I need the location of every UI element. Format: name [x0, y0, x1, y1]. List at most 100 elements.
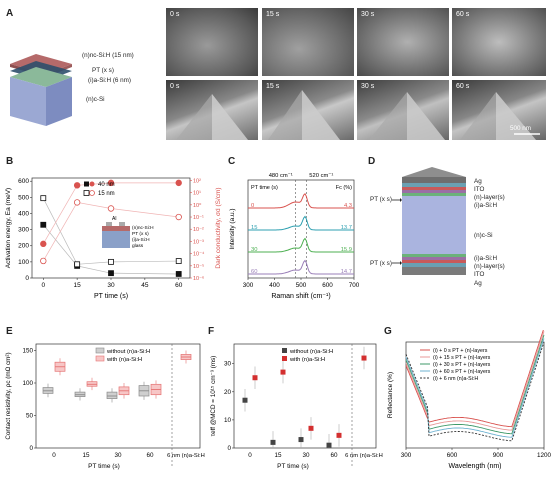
x-tick-label: 15 — [274, 452, 282, 459]
sem-bottom-0s: 0 s — [166, 80, 258, 140]
box — [106, 391, 118, 399]
legend-marker — [282, 356, 287, 361]
y2-tick-label: 10² — [193, 178, 201, 184]
reflectance-line — [405, 341, 545, 442]
data-point — [74, 261, 81, 268]
y-axis-label: Contact resistivity, ρc (mΩ cm²) — [5, 352, 12, 439]
chart-g: 300 600 900 1200 Wavelength (nm) Reflectance … — [387, 330, 551, 470]
col-header: Fc (%) — [336, 185, 352, 191]
data-point — [252, 375, 258, 381]
scale-bar-label: 500 nm — [510, 125, 532, 132]
data-point — [107, 179, 115, 187]
layer-stack-a — [10, 54, 72, 126]
y-tick-label: 10 — [224, 417, 232, 424]
chart-b: 0 15 30 45 60010020030040050060010⁻⁶10⁻⁵10⁻⁴… — [5, 177, 222, 300]
y2-tick-label: 10⁻³ — [193, 239, 204, 245]
y2-tick-label: 10⁰ — [193, 202, 202, 209]
sem-top-30s: 30 s — [357, 8, 449, 76]
legend-marker — [95, 347, 105, 354]
y2-tick-label: 10⁻² — [193, 227, 204, 233]
layer-label-c-si: (n)c-Si — [86, 96, 105, 103]
y-axis-label: Reflectance (%) — [387, 372, 394, 418]
device-stack-d — [402, 167, 466, 275]
fc-value: 14.7 — [341, 269, 352, 275]
sem-time-label: 60 s — [456, 11, 470, 18]
data-point — [242, 397, 248, 403]
y-tick-label: 30 — [224, 361, 232, 368]
y-axis-label: Activation energy, Ea (meV) — [5, 188, 12, 268]
series-label: 60 — [251, 269, 257, 275]
col-header: PT time (s) — [251, 185, 278, 191]
legend-marker — [95, 355, 105, 362]
sem-top-15s: 15 s — [262, 8, 354, 76]
data-point — [107, 205, 115, 212]
y-tick-label: 200 — [18, 243, 29, 250]
sem-time-label: 0 s — [170, 11, 180, 18]
plot-frame — [233, 343, 377, 449]
sem-bottom-60s: 60 s 500 nm — [452, 80, 546, 140]
d-layer-i-top: (i)a-Si:H — [474, 202, 498, 209]
x-tick-label: 700 — [349, 282, 360, 289]
panel-label-g: G — [384, 326, 392, 337]
chart-e: 0 50 100 150 0 15 30 60 PT time (s) 6 nm (n)a-Si:… — [5, 343, 205, 470]
data-point — [73, 199, 81, 206]
d-layer-ag-top: Ag — [474, 178, 482, 185]
data-point — [73, 182, 81, 189]
sem-top-0s: 0 s — [166, 8, 258, 76]
series-line — [42, 202, 179, 262]
plot-frame — [405, 341, 545, 449]
sem-time-label: 15 s — [266, 11, 280, 18]
sem-top-60s: 60 s — [452, 8, 546, 76]
reflectance-line — [405, 330, 544, 428]
sem-time-label: 0 s — [170, 83, 180, 90]
x-tick-label: 400 — [269, 282, 280, 289]
x-tick-label: 15 — [74, 282, 82, 289]
data-point — [361, 355, 367, 361]
x-tick-label: 500 — [296, 282, 307, 289]
data-point — [308, 425, 314, 431]
spectrum-line — [248, 259, 354, 275]
sem-bottom-15s: 15 s — [262, 80, 354, 140]
d-pt-label-top: PT (x s) — [370, 196, 392, 203]
legend-label: with (n)a-Si:H — [106, 357, 142, 363]
panel-label-f: F — [208, 326, 215, 337]
y-axis-label: τeff @MCD = 10¹⁵ cm⁻³ (ms) — [210, 356, 217, 437]
x-tick-label: 60 — [330, 452, 338, 459]
d-layer-n-bottom: (n)-layer(s) — [474, 263, 505, 270]
legend-label: without (n)a-Si:H — [289, 349, 333, 355]
x-tick-label: 600 — [322, 282, 333, 289]
data-point — [298, 437, 304, 443]
d-layer-ito-top: ITO — [474, 186, 485, 193]
series-label: 0 — [251, 203, 254, 209]
y-tick-label: 600 — [18, 178, 29, 185]
y-tick-label: 20 — [224, 389, 232, 396]
legend-marker — [282, 348, 287, 353]
extra-category: 6 nm (n)a-Si:H — [167, 453, 205, 459]
data-point — [280, 369, 286, 375]
spectrum-line — [248, 192, 354, 209]
x-tick-label: 30 — [107, 282, 115, 289]
legend-label: (i) + 15 s PT + (n)-layers — [433, 355, 491, 361]
y2-tick-label: 10⁻⁶ — [193, 275, 204, 282]
y-tick-label: 0 — [227, 445, 231, 452]
data-point — [40, 257, 47, 265]
x-tick-label: 60 — [175, 282, 183, 289]
y2-tick-label: 10⁻⁴ — [193, 251, 205, 258]
x-axis-label: PT time (s) — [277, 463, 309, 470]
x-tick-label: 45 — [141, 282, 149, 289]
layer-label-nc-si: (n)nc-Si:H (15 nm) — [82, 52, 134, 59]
x-axis-label: PT time (s) — [94, 293, 128, 300]
data-point — [175, 258, 182, 264]
x-tick-label: 300 — [401, 452, 412, 459]
inset-al — [106, 222, 112, 226]
panel-label-b: B — [6, 156, 14, 167]
y2-tick-label: 10¹ — [193, 191, 201, 197]
layer-label-pt: PT (x s) — [92, 67, 114, 74]
legend-label: (i) + 0 s PT + (n)-layers — [433, 348, 488, 354]
legend-marker — [84, 181, 89, 187]
spectrum-line — [248, 237, 354, 253]
x-tick-label: 0 — [41, 282, 45, 289]
inset-label: glass — [132, 243, 144, 249]
series-label: 15 — [251, 225, 257, 231]
